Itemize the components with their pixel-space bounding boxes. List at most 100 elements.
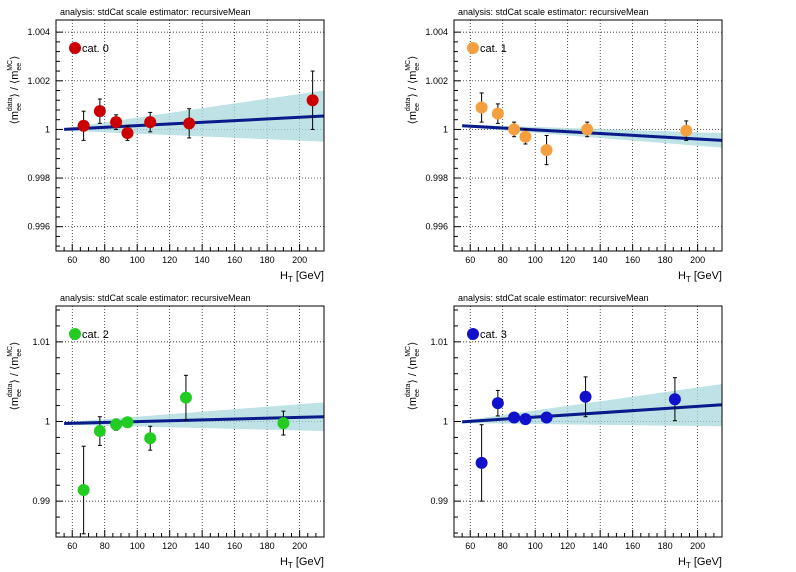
x-tick-label: 160: [227, 541, 242, 551]
data-point: [306, 94, 319, 107]
x-tick-label: 100: [528, 255, 543, 265]
data-point: [110, 116, 123, 129]
x-tick-label: 200: [690, 541, 705, 551]
y-tick-label: 0.998: [425, 173, 448, 183]
fit-line: [462, 124, 723, 142]
data-point: [93, 425, 106, 438]
legend-marker: [69, 42, 81, 54]
data-point: [540, 144, 553, 157]
x-tick-label: 80: [498, 255, 508, 265]
data-point: [93, 105, 106, 118]
x-tick-label: 160: [625, 255, 640, 265]
chart-panel-2: analysis: stdCat scale estimator: recurs…: [7, 293, 325, 570]
data-point: [668, 393, 681, 406]
x-tick-label: 100: [130, 541, 145, 551]
plot-frame: [453, 19, 723, 252]
chart-panel-1: analysis: stdCat scale estimator: recurs…: [405, 7, 723, 284]
x-tick-label: 140: [195, 541, 210, 551]
data-point: [519, 130, 532, 143]
data-point: [581, 123, 594, 136]
legend-label: cat. 1: [480, 43, 507, 55]
x-tick-label: 80: [498, 541, 508, 551]
y-tick-label: 0.996: [27, 222, 50, 232]
x-tick-label: 60: [67, 255, 77, 265]
data-point: [121, 416, 134, 429]
x-tick-label: 180: [658, 255, 673, 265]
data-point: [110, 418, 123, 431]
x-tick-label: 160: [227, 255, 242, 265]
data-point: [508, 411, 521, 424]
y-tick-label: 1: [45, 417, 50, 427]
y-tick-label: 1.01: [430, 337, 448, 347]
data-point: [491, 107, 504, 120]
chart-panel-3: analysis: stdCat scale estimator: recurs…: [405, 293, 723, 570]
y-tick-label: 1: [443, 417, 448, 427]
x-tick-label: 120: [560, 541, 575, 551]
x-tick-label: 160: [625, 541, 640, 551]
legend-label: cat. 0: [82, 43, 109, 55]
x-tick-label: 120: [162, 255, 177, 265]
plot-frame: [55, 19, 325, 252]
chart-header: analysis: stdCat scale estimator: recurs…: [60, 7, 251, 17]
x-tick-label: 120: [560, 255, 575, 265]
data-point: [540, 411, 553, 424]
y-tick-label: 1.004: [425, 27, 448, 37]
y-tick-label: 1.004: [27, 27, 50, 37]
y-tick-label: 0.99: [32, 496, 50, 506]
data-point: [680, 124, 693, 137]
data-point: [144, 116, 157, 129]
y-tick-label: 0.99: [430, 496, 448, 506]
data-point: [77, 484, 90, 497]
x-axis-label: HT [GeV]: [280, 556, 324, 570]
data-point: [475, 456, 488, 469]
x-tick-label: 80: [100, 255, 110, 265]
legend-label: cat. 3: [480, 329, 507, 341]
y-axis-label: ⟨meedata⟩ / ⟨meeMC⟩: [405, 56, 421, 125]
chart-header: analysis: stdCat scale estimator: recurs…: [458, 293, 649, 303]
x-tick-label: 100: [130, 255, 145, 265]
legend-marker: [69, 328, 81, 340]
legend-marker: [467, 328, 479, 340]
legend-marker: [467, 42, 479, 54]
y-tick-label: 0.998: [27, 173, 50, 183]
x-tick-label: 140: [195, 255, 210, 265]
data-point: [179, 391, 192, 404]
y-tick-label: 0.996: [425, 222, 448, 232]
x-axis-label: HT [GeV]: [678, 556, 722, 570]
x-tick-label: 60: [465, 255, 475, 265]
chart-header: analysis: stdCat scale estimator: recurs…: [60, 293, 251, 303]
x-tick-label: 200: [292, 541, 307, 551]
x-tick-label: 180: [260, 255, 275, 265]
y-tick-label: 1.002: [425, 76, 448, 86]
x-tick-label: 60: [67, 541, 77, 551]
x-tick-label: 140: [593, 541, 608, 551]
x-tick-label: 120: [162, 541, 177, 551]
y-axis-label: ⟨meedata⟩ / ⟨meeMC⟩: [405, 342, 421, 411]
x-tick-label: 100: [528, 541, 543, 551]
data-point: [519, 413, 532, 426]
data-point: [144, 432, 157, 445]
data-point: [508, 123, 521, 136]
chart-header: analysis: stdCat scale estimator: recurs…: [458, 7, 649, 17]
chart-panel-0: analysis: stdCat scale estimator: recurs…: [7, 7, 325, 284]
data-point: [183, 117, 196, 130]
fit-line: [462, 403, 723, 424]
y-tick-label: 1: [443, 124, 448, 134]
data-point: [77, 119, 90, 132]
data-point: [277, 417, 290, 430]
x-tick-label: 180: [260, 541, 275, 551]
x-tick-label: 180: [658, 541, 673, 551]
x-tick-label: 60: [465, 541, 475, 551]
legend-label: cat. 2: [82, 329, 109, 341]
x-tick-label: 200: [292, 255, 307, 265]
x-axis-label: HT [GeV]: [280, 270, 324, 284]
data-point: [121, 127, 134, 140]
y-tick-label: 1: [45, 124, 50, 134]
y-axis-label: ⟨meedata⟩ / ⟨meeMC⟩: [7, 342, 23, 411]
x-tick-label: 200: [690, 255, 705, 265]
x-tick-label: 80: [100, 541, 110, 551]
data-point: [475, 101, 488, 114]
x-axis-label: HT [GeV]: [678, 270, 722, 284]
data-point: [579, 390, 592, 403]
